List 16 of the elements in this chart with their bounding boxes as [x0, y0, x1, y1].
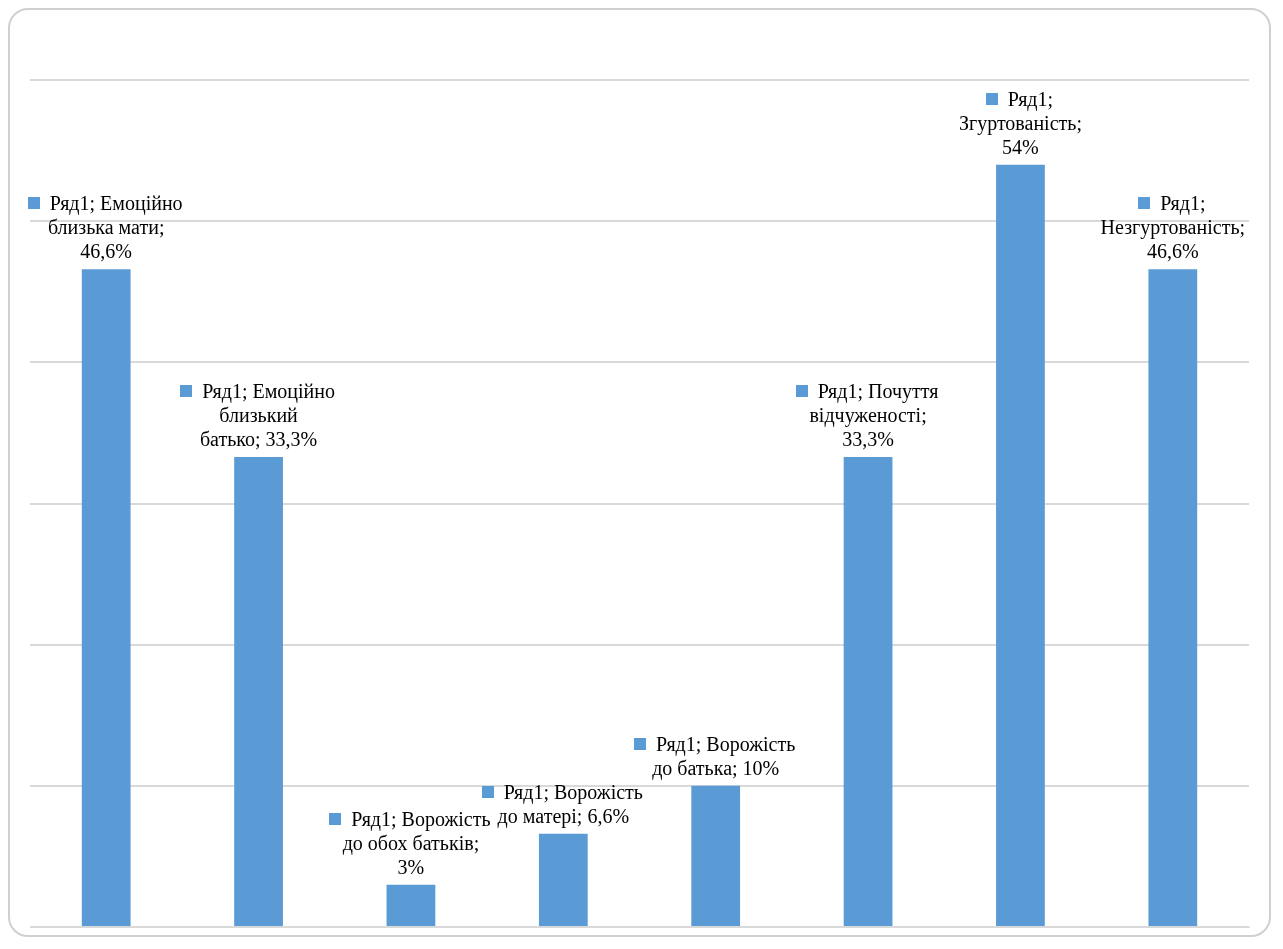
bar [691, 785, 741, 926]
bar [81, 269, 131, 926]
data-label: Ряд1; Ворожість до батька; 10% [652, 733, 796, 781]
data-label: Ряд1; Почуття відчуженості; 33,3% [809, 380, 939, 451]
bar [538, 833, 588, 926]
bar [386, 884, 436, 926]
data-label: Ряд1; Ворожість до обох батьків; 3% [342, 807, 491, 878]
data-label: Ряд1; Емоційно близький батько; 33,3% [199, 380, 335, 451]
bar [996, 164, 1045, 926]
bar [1148, 269, 1198, 926]
bar [843, 456, 893, 926]
data-label: Ряд1; Емоційно близька мати; 46,6% [47, 192, 183, 263]
data-label: Ряд1; Згуртованість; 54% [958, 87, 1082, 158]
data-label: Ряд1; Незгуртованість; 46,6% [1100, 192, 1246, 263]
data-label: Ряд1; Ворожість до матері; 6,6% [497, 781, 643, 829]
bar [234, 456, 283, 926]
